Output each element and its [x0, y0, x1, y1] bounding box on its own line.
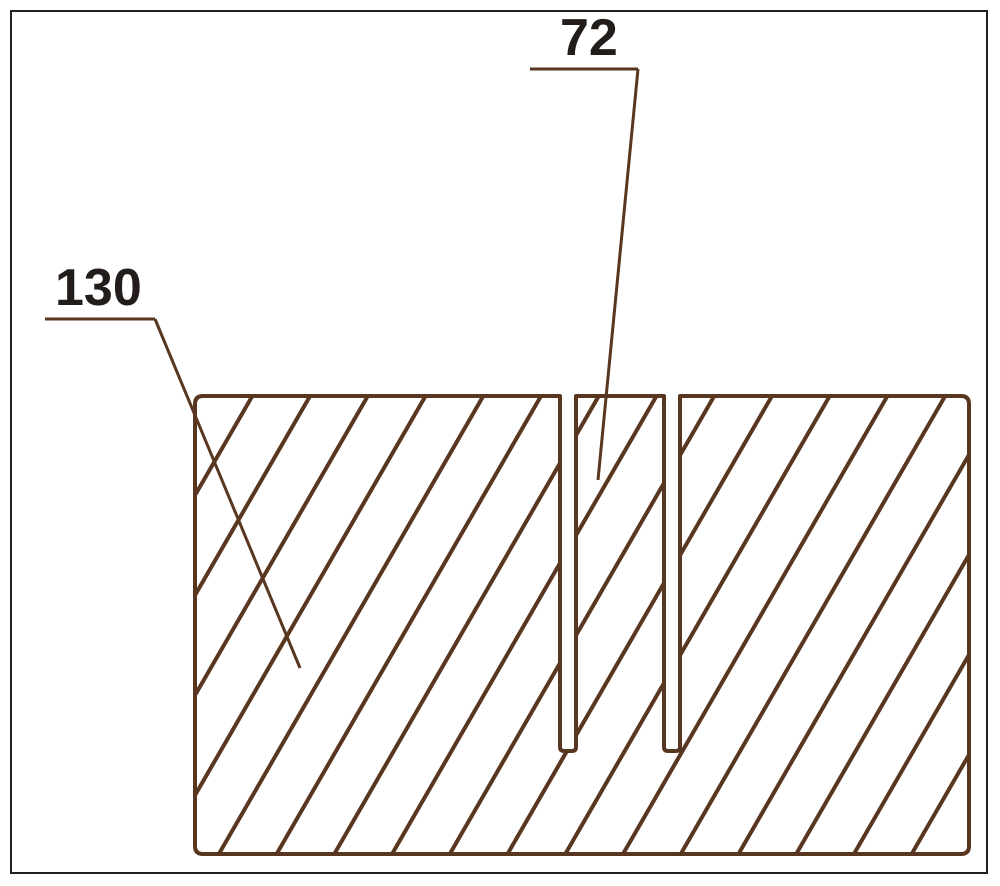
diagram-svg: 72 130	[0, 0, 1000, 886]
callout-130-label: 130	[55, 259, 142, 317]
callout-72-label: 72	[560, 9, 618, 67]
hatched-block	[0, 0, 1000, 886]
